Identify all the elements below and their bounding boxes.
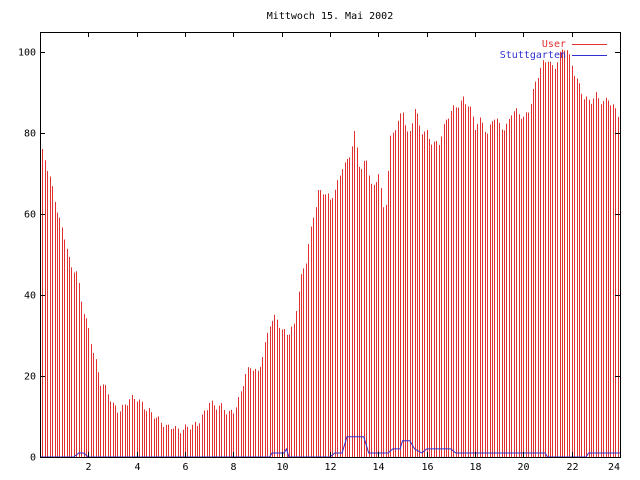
- chart-title: Mittwoch 15. Mai 2002: [267, 11, 393, 22]
- y-tick-label: 100: [18, 48, 36, 59]
- x-tick-label: 22: [566, 462, 578, 473]
- y-tick-label: 0: [30, 453, 36, 464]
- x-tick-label: 10: [276, 462, 288, 473]
- x-tick-label: 4: [134, 462, 140, 473]
- x-tick-label: 16: [421, 462, 433, 473]
- y-tick-label: 60: [24, 210, 36, 221]
- x-tick-label: 18: [469, 462, 481, 473]
- x-tick-label: 8: [230, 462, 236, 473]
- plot-frame: [40, 32, 621, 458]
- x-tick-label: 14: [372, 462, 384, 473]
- series-user-impulses: [40, 49, 621, 457]
- x-tick-label: 20: [517, 462, 529, 473]
- series-layer: [40, 49, 621, 458]
- legend-label: User: [542, 39, 566, 50]
- x-tick-label: 6: [182, 462, 188, 473]
- y-tick-label: 20: [24, 372, 36, 383]
- y-tick-label: 80: [24, 129, 36, 140]
- legend-label: Stuttgarten: [500, 50, 566, 61]
- x-tick-label: 24: [608, 462, 620, 473]
- y-tick-label: 40: [24, 291, 36, 302]
- x-tick-label: 2: [85, 462, 91, 473]
- x-tick-label: 12: [324, 462, 336, 473]
